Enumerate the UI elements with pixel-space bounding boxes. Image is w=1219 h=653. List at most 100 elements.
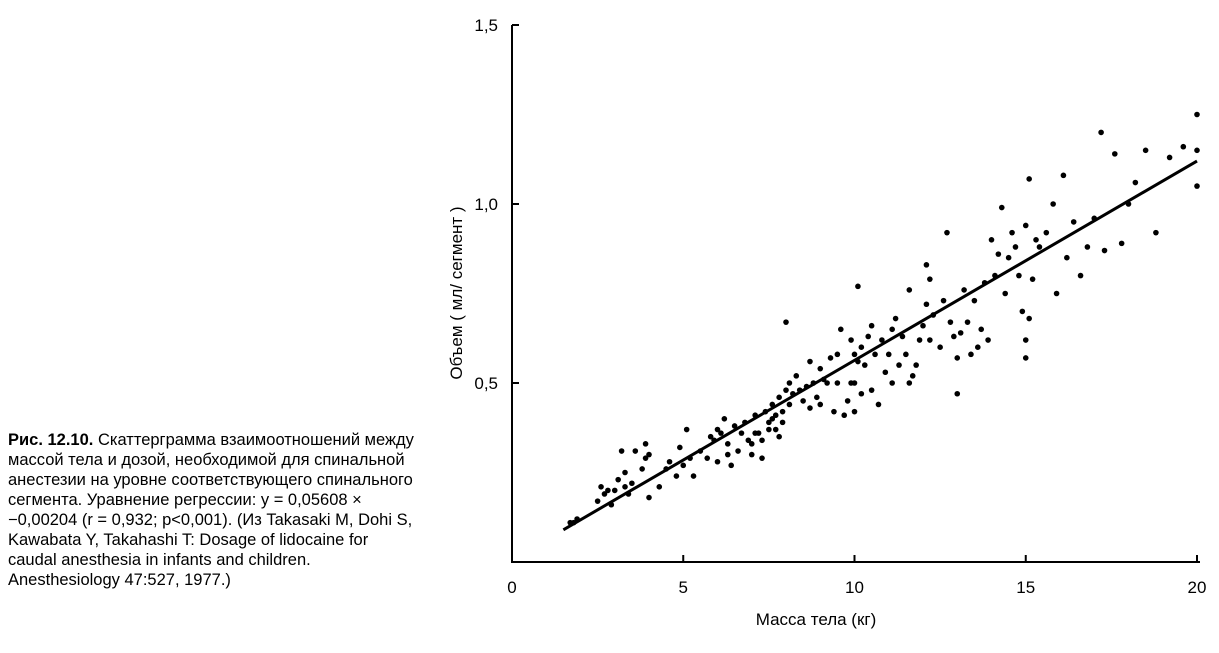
data-point — [909, 373, 916, 379]
data-point — [618, 448, 625, 454]
data-point — [704, 455, 711, 461]
data-point — [971, 297, 978, 304]
figure-caption: Рис. 12.10. Скаттерграмма взаимоотношени… — [8, 430, 418, 590]
data-point — [1033, 237, 1039, 243]
data-point — [927, 276, 933, 282]
data-point — [1036, 244, 1043, 250]
data-point — [1132, 179, 1139, 186]
data-point — [642, 455, 649, 461]
x-axis-label: Масса тела (кг) — [756, 610, 877, 629]
data-point — [779, 408, 786, 415]
data-point — [892, 315, 899, 322]
data-point — [807, 405, 813, 411]
data-point — [656, 484, 663, 490]
data-point — [844, 398, 851, 404]
data-point — [683, 426, 690, 433]
data-point — [940, 297, 947, 304]
data-point — [646, 451, 652, 458]
data-point — [1118, 240, 1125, 247]
data-point — [772, 426, 779, 433]
data-point — [690, 473, 697, 479]
data-point — [817, 401, 824, 408]
axis-ticks: 0 5 10 15 20 0,5 1,0 1,5 — [474, 16, 1206, 597]
data-point — [629, 480, 635, 487]
data-point — [724, 441, 731, 447]
data-point — [998, 204, 1005, 211]
data-point — [1022, 355, 1029, 361]
data-point — [783, 387, 789, 393]
data-point — [868, 387, 875, 393]
data-point — [1098, 129, 1104, 136]
data-point — [1022, 222, 1029, 229]
data-point — [748, 451, 755, 458]
data-point — [601, 491, 608, 497]
data-point — [964, 319, 971, 325]
data-points — [567, 111, 1200, 526]
y-tick-label: 0,5 — [474, 374, 498, 393]
data-point — [831, 408, 837, 415]
data-point — [642, 441, 649, 447]
x-tick-label: 0 — [507, 578, 516, 597]
data-point — [838, 326, 844, 333]
data-point — [944, 229, 950, 236]
data-point — [975, 344, 981, 351]
data-point — [947, 319, 954, 325]
data-point — [611, 487, 618, 494]
data-point — [988, 237, 995, 243]
data-point — [772, 412, 779, 419]
data-point — [1019, 308, 1026, 315]
data-point — [748, 441, 755, 447]
data-point — [848, 337, 854, 343]
data-point — [858, 344, 865, 351]
data-point — [851, 380, 858, 386]
data-point — [622, 484, 628, 490]
data-point — [779, 419, 786, 426]
data-point — [759, 437, 765, 444]
data-point — [1009, 229, 1015, 236]
data-point — [1016, 272, 1022, 279]
data-point — [899, 333, 906, 340]
data-point — [903, 351, 909, 358]
data-point — [673, 473, 680, 479]
data-point — [868, 322, 875, 329]
data-point — [1084, 244, 1091, 250]
data-point — [1077, 272, 1084, 279]
data-point — [851, 408, 858, 415]
data-point — [776, 433, 782, 440]
data-point — [1064, 254, 1070, 261]
data-point — [882, 369, 889, 376]
data-point — [615, 476, 621, 483]
data-point — [827, 355, 834, 361]
data-point — [834, 351, 841, 358]
data-point — [786, 380, 793, 386]
data-point — [714, 458, 721, 465]
data-point — [889, 380, 895, 386]
data-point — [923, 301, 930, 308]
caption-text: Скаттерграмма взаимоотношений между масс… — [8, 431, 414, 589]
data-point — [1180, 143, 1187, 150]
data-point — [769, 416, 776, 422]
data-point — [885, 351, 892, 358]
y-axis-label: Объем ( мл/ сегмент ) — [447, 206, 466, 379]
data-point — [879, 337, 885, 343]
data-point — [724, 451, 731, 458]
data-point — [1166, 154, 1173, 161]
data-point — [718, 430, 724, 436]
regression-line — [562, 159, 1198, 532]
x-tick-label: 20 — [1188, 578, 1207, 597]
y-tick-label: 1,5 — [474, 16, 498, 35]
data-point — [1043, 229, 1050, 236]
data-point — [1022, 337, 1029, 343]
data-point — [1026, 176, 1032, 182]
data-point — [680, 462, 687, 469]
data-point — [865, 333, 871, 340]
data-point — [927, 337, 933, 343]
data-point — [841, 412, 848, 419]
data-point — [735, 448, 741, 454]
data-point — [598, 484, 604, 490]
data-point — [776, 394, 782, 401]
data-point — [1153, 229, 1159, 236]
data-point — [759, 455, 765, 461]
data-point — [937, 344, 943, 351]
